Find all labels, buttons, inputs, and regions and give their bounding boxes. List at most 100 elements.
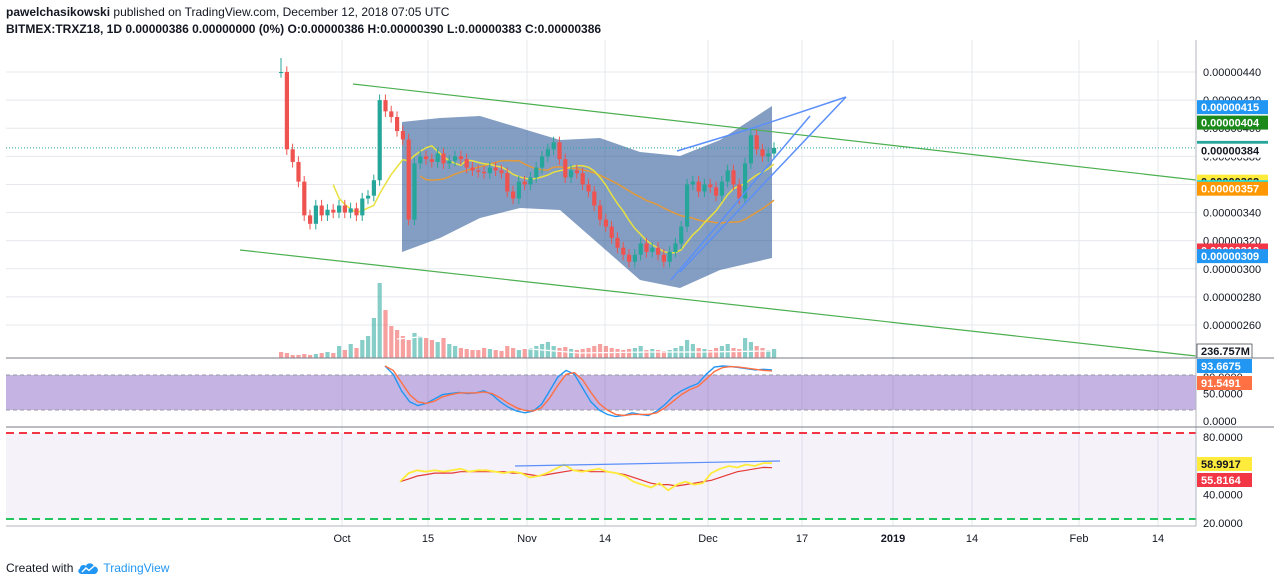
candle-body (435, 153, 440, 162)
volume-bar (563, 347, 568, 358)
candle-body (424, 156, 429, 160)
candle-body (302, 181, 307, 216)
candle-body (580, 173, 585, 185)
rsi-value-tag: 55.8164 (1201, 475, 1242, 487)
volume-bar (395, 330, 400, 358)
volume-bar (540, 344, 545, 358)
author-name[interactable]: pawelchasikowski (6, 5, 111, 19)
candle-body (679, 226, 684, 244)
candle-body (325, 209, 330, 216)
candle-body (766, 153, 771, 157)
candle-body (569, 170, 574, 178)
stochastic-layer (6, 365, 1196, 418)
candle-body (395, 116, 400, 132)
stochastic-d-line (384, 365, 773, 417)
candle-body (406, 139, 411, 220)
price-tick-label: 0.00000340 (1203, 208, 1261, 220)
volume-bar (748, 342, 753, 358)
price-tag: 0.00000404 (1201, 118, 1260, 130)
candle-body (389, 111, 394, 117)
volume-bar (458, 348, 463, 358)
candle-body (731, 170, 736, 185)
stochastic-k-line (384, 365, 773, 418)
volume-value-tag: 236.757M (1201, 346, 1250, 358)
candle-body (574, 170, 579, 174)
volume-bar (493, 350, 498, 358)
candle-body (754, 135, 759, 150)
stochastic-tag-bg (1197, 376, 1252, 390)
volume-bar (516, 350, 521, 358)
candle-body (598, 205, 603, 220)
rsi-background-band (6, 433, 1196, 520)
candle-body (464, 159, 469, 168)
price-tick-label: 0.00000280 (1203, 292, 1261, 304)
channel-lower-line (239, 249, 1197, 357)
volume-bar (760, 348, 765, 358)
volume-bar (714, 348, 719, 358)
rsi-value-tag: 58.9917 (1201, 459, 1241, 471)
volume-bar (511, 348, 516, 358)
candle-body (429, 159, 434, 162)
candle-body (313, 205, 318, 224)
chart-area[interactable]: Oct 15 Nov 14 Dec 17 2019 14 Feb 14 0.00000440 0.0… (0, 40, 1274, 555)
wedge-inner-line (670, 115, 811, 281)
price-tick-label: 0.00000300 (1203, 264, 1261, 276)
volume-bar (772, 349, 777, 358)
candle-body (522, 181, 527, 185)
candle-body (476, 170, 481, 172)
volume-bar (360, 340, 365, 358)
volume-bar (725, 344, 730, 358)
volume-bar (279, 352, 284, 358)
candle-body (534, 167, 539, 178)
volume-bar (284, 353, 289, 358)
volume-bar (754, 346, 759, 358)
candle-body (528, 177, 533, 185)
candle-body (667, 251, 672, 262)
candle-body (563, 159, 568, 178)
candle-body (505, 173, 510, 192)
price-tag-bg (1197, 249, 1268, 264)
volume-bar (308, 355, 313, 358)
volume-bar (313, 354, 318, 358)
publish-text: published on TradingView.com, December 1… (110, 5, 450, 19)
publish-info: pawelchasikowski published on TradingVie… (6, 5, 449, 19)
volume-bar (348, 344, 353, 358)
price-tag: 0.00000357 (1201, 184, 1259, 196)
volume-bar (551, 346, 556, 358)
volume-bar (743, 338, 748, 358)
volume-bar (690, 344, 695, 358)
candle-body (453, 156, 458, 161)
candle-body (551, 142, 556, 150)
rsi-panel[interactable] (6, 428, 1196, 526)
candle-body (760, 149, 765, 157)
candle-body (615, 237, 620, 248)
candle-body (458, 156, 463, 160)
volume-bar (296, 355, 301, 358)
candle-body (319, 205, 324, 216)
volume-bar (661, 351, 666, 358)
price-tag: 0.00000384 (1201, 146, 1260, 158)
candle-body (511, 191, 516, 199)
candle-body (279, 72, 284, 73)
volume-bar (534, 346, 539, 358)
volume-bar (574, 350, 579, 358)
candle-body (725, 170, 730, 182)
candle-body (661, 254, 666, 262)
volume-bar (499, 351, 504, 358)
stochastic-panel[interactable] (6, 358, 1196, 426)
rsi-tick-label: 20.0000 (1203, 518, 1243, 530)
candle-body (673, 243, 678, 252)
volume-bar (696, 348, 701, 358)
tradingview-brand[interactable]: TradingView (103, 561, 170, 575)
candle-body (632, 254, 637, 262)
rsi-trend-line (514, 460, 781, 467)
candle-body (603, 219, 608, 227)
price-tag-bg (1197, 181, 1268, 196)
volume-bar (366, 336, 371, 358)
time-tick-label: Nov (517, 533, 537, 545)
candle-body (377, 100, 382, 181)
candle-body (284, 72, 289, 150)
stochastic-value-tag: 93.6675 (1201, 361, 1241, 373)
wedge-top-line (676, 127, 754, 152)
candle-body (656, 247, 661, 255)
